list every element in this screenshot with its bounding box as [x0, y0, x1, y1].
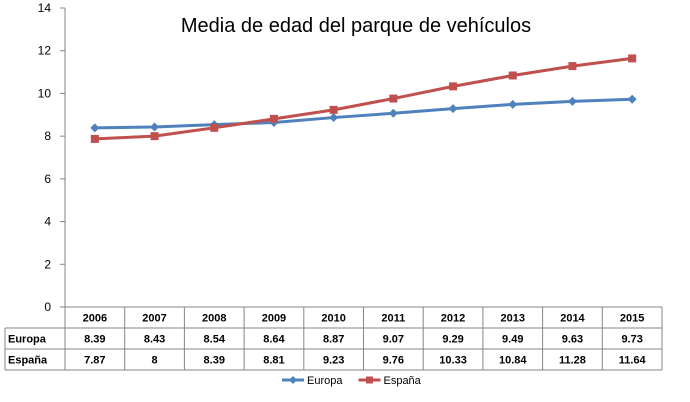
data-point [627, 94, 637, 104]
table-cell-value: 7.87 [84, 355, 105, 367]
table-cell-value: 8.87 [323, 334, 344, 346]
x-category-label: 2008 [202, 313, 226, 325]
data-point [329, 113, 339, 123]
x-category-label: 2012 [441, 313, 465, 325]
y-tick-label: 14 [38, 1, 52, 15]
table-cell-value: 8 [151, 355, 157, 367]
x-category-label: 2013 [501, 313, 525, 325]
table-cell-value: 8.81 [263, 355, 284, 367]
table-cell-value: 10.33 [439, 355, 467, 367]
data-point [567, 96, 577, 106]
legend-marker [289, 376, 297, 384]
table-cell-value: 9.23 [323, 355, 344, 367]
data-point [449, 82, 458, 91]
table-series-label: España [8, 355, 48, 367]
table-cell-value: 8.39 [84, 334, 105, 346]
legend-marker [365, 376, 373, 384]
x-category-label: 2007 [142, 313, 166, 325]
legend-label: Europa [307, 375, 343, 387]
table-cell-value: 9.63 [562, 334, 583, 346]
data-point [389, 94, 398, 103]
table-cell-value: 8.64 [263, 334, 285, 346]
table-cell-value: 9.76 [383, 355, 404, 367]
series-layer [90, 54, 637, 143]
series-line [94, 97, 633, 130]
legend-item: Europa [282, 375, 343, 387]
table-cell-value: 11.64 [619, 355, 647, 367]
x-category-label: 2014 [560, 313, 585, 325]
x-category-label: 2010 [321, 313, 345, 325]
table-cell-value: 8.39 [204, 355, 225, 367]
table-cell-value: 9.49 [502, 334, 523, 346]
series-europa [90, 94, 637, 133]
axes: 0 2 4 6 8 10 12 14 [38, 1, 66, 314]
data-point [329, 105, 338, 114]
data-point [90, 123, 100, 133]
table-cell-value: 9.07 [383, 334, 404, 346]
table-cell-value: 8.54 [204, 334, 226, 346]
y-tick-label: 6 [44, 172, 51, 186]
data-point [508, 71, 517, 80]
table-cell-value: 11.28 [559, 355, 586, 367]
data-point [388, 108, 398, 118]
y-tick-label: 4 [44, 215, 51, 229]
data-point [568, 62, 577, 71]
data-point [210, 123, 219, 132]
table-cell-value: 10.84 [499, 355, 527, 367]
legend-item: España [358, 375, 422, 387]
data-point [628, 54, 637, 63]
data-point [269, 114, 278, 123]
y-tick-label: 2 [44, 257, 51, 271]
x-category-label: 2009 [262, 313, 286, 325]
data-point [90, 134, 99, 143]
y-tick-label: 8 [44, 129, 51, 143]
data-point [448, 104, 458, 114]
table-cell-value: 9.29 [442, 334, 463, 346]
legend-label: España [383, 375, 421, 387]
chart-title: Media de edad del parque de vehículos [181, 15, 531, 37]
y-tick-label: 12 [38, 44, 52, 58]
data-table: 2006 2007 2008 2009 2010 2011 2012 2013 2014 2015… [4, 306, 663, 371]
data-point [150, 132, 159, 141]
legend: Europa España [282, 375, 422, 387]
x-category-label: 2011 [381, 313, 405, 325]
table-cell-value: 8.43 [144, 334, 165, 346]
table-series-label: Europa [8, 334, 47, 346]
table-cell-value: 9.73 [621, 334, 642, 346]
data-point [508, 99, 518, 109]
series-espa-a [90, 54, 637, 143]
y-tick-label: 0 [44, 300, 51, 314]
x-category-label: 2006 [83, 313, 107, 325]
y-tick-label: 10 [38, 86, 52, 100]
x-category-label: 2015 [620, 313, 644, 325]
series-line [94, 56, 633, 141]
data-point [150, 122, 160, 132]
